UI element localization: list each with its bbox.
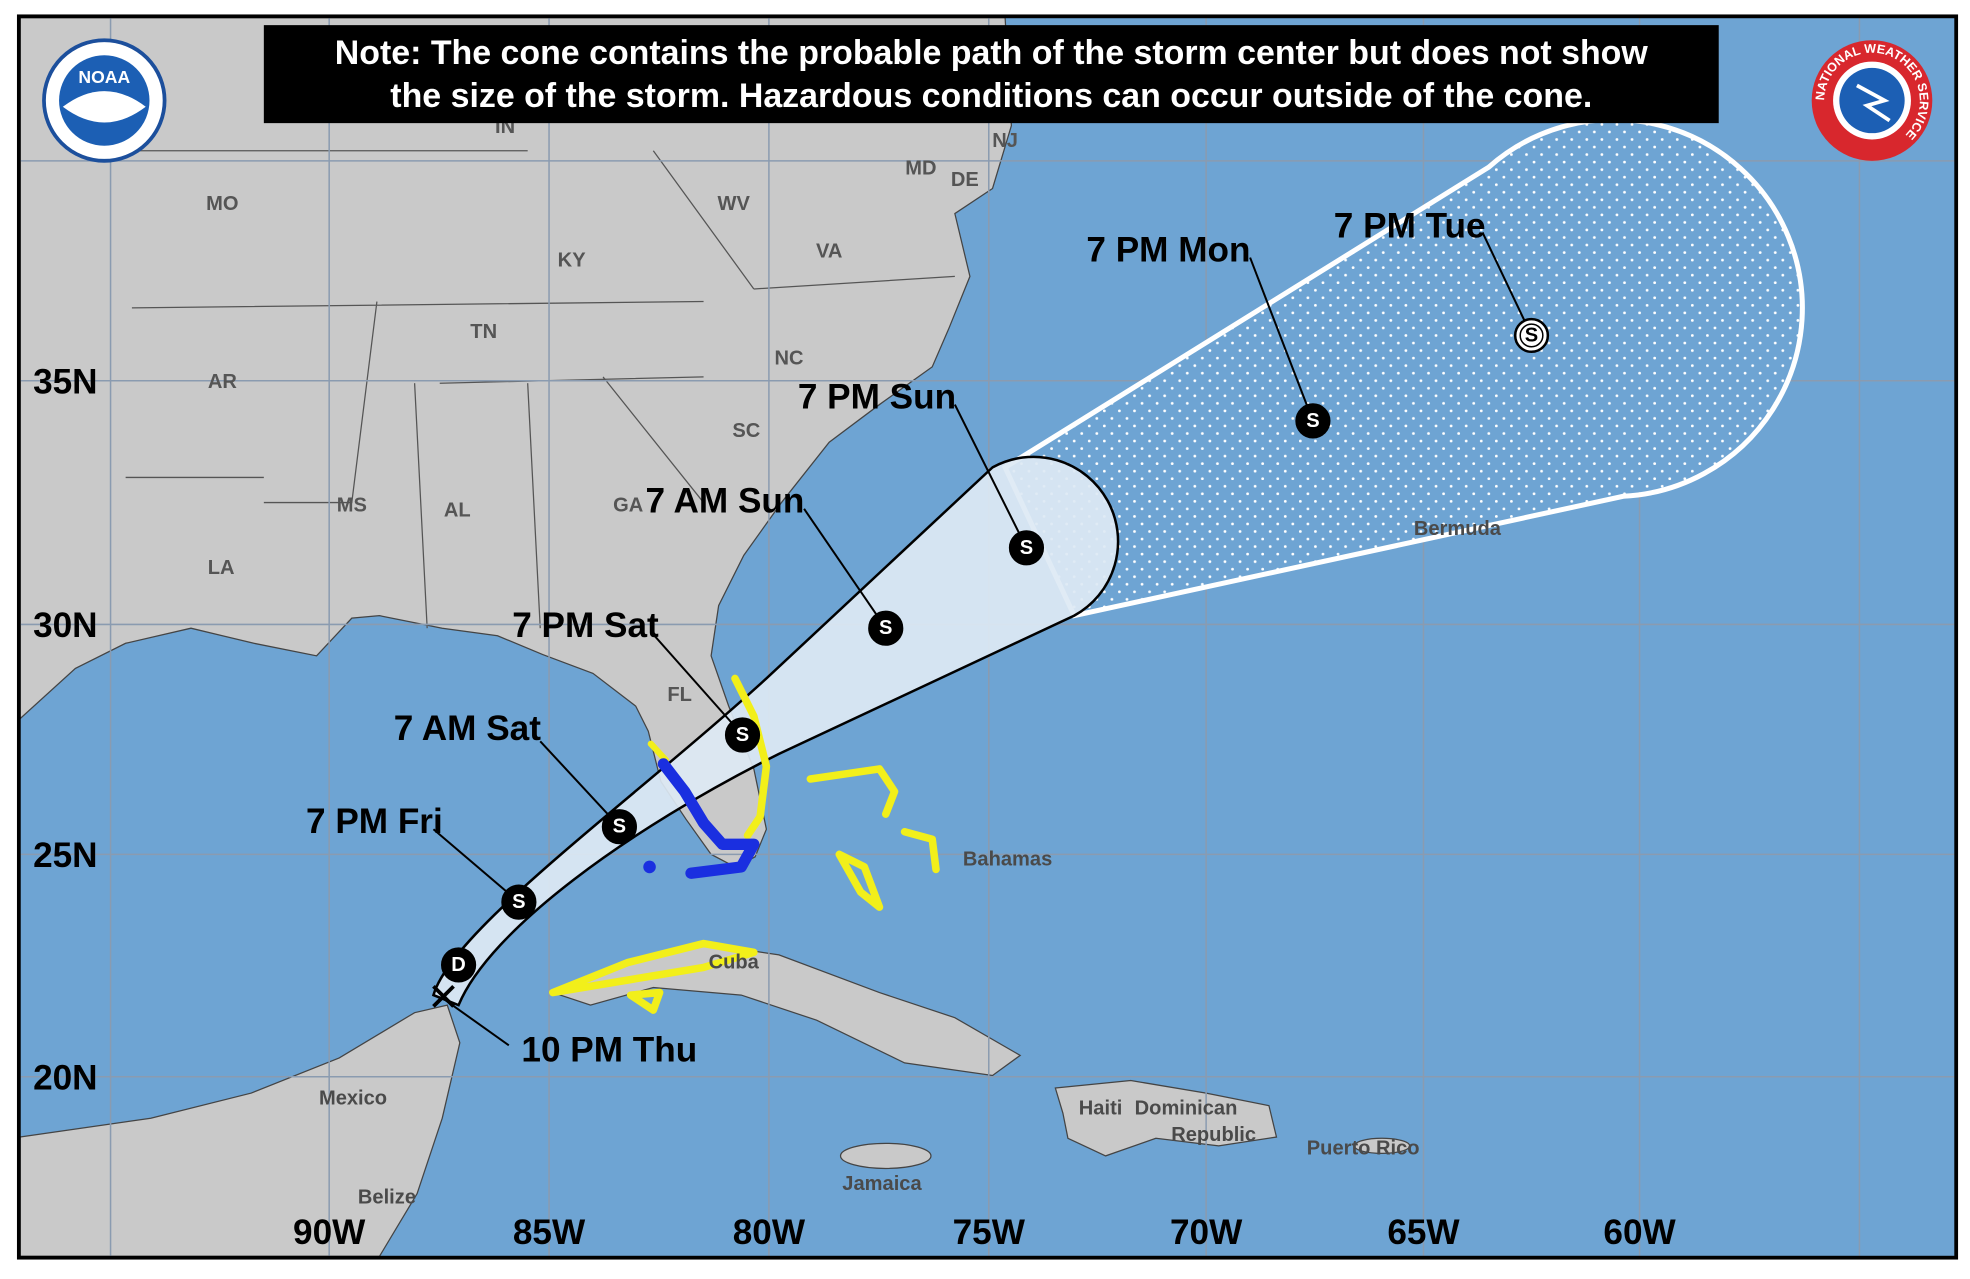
track-point xyxy=(501,884,537,920)
time-label: 7 PM Sun xyxy=(798,377,956,416)
time-label: 7 AM Sun xyxy=(646,482,805,521)
region-label: DE xyxy=(951,169,979,191)
longitude-labels: 90W 85W 80W 75W 70W 65W 60W xyxy=(293,1213,1677,1252)
region-label: FL xyxy=(667,684,692,706)
track-point xyxy=(601,809,637,845)
region-label: KY xyxy=(558,249,587,271)
noaa-logo: NOAA xyxy=(42,38,167,163)
lon-label: 80W xyxy=(733,1213,806,1252)
place-label: Bahamas xyxy=(963,849,1052,871)
region-label: VA xyxy=(816,241,842,263)
track-symbol: S xyxy=(879,617,892,639)
region-label: MO xyxy=(206,193,238,215)
place-label: Belize xyxy=(358,1187,416,1209)
place-label: Jamaica xyxy=(842,1173,922,1195)
region-label: GA xyxy=(613,494,643,516)
lon-label: 60W xyxy=(1603,1213,1676,1252)
latitude-labels: 35N 30N 25N 20N xyxy=(33,362,97,1097)
lat-label: 30N xyxy=(33,606,97,645)
track-points: D S S S S S S S xyxy=(440,317,1550,983)
track-symbol: S xyxy=(736,724,749,746)
region-label: LA xyxy=(208,557,235,579)
region-label: TN xyxy=(470,321,497,343)
lon-label: 90W xyxy=(293,1213,366,1252)
hispaniola xyxy=(1054,1079,1278,1157)
current-position xyxy=(432,984,455,1008)
lat-label: 20N xyxy=(33,1058,97,1097)
place-label: Cuba xyxy=(709,952,760,974)
noaa-text: NOAA xyxy=(78,67,130,87)
note-box xyxy=(263,25,1719,124)
lat-label: 25N xyxy=(33,836,97,875)
region-label: MD xyxy=(905,158,936,180)
time-label: 10 PM Thu xyxy=(521,1031,697,1070)
lon-label: 70W xyxy=(1170,1213,1243,1252)
time-label: 7 AM Sat xyxy=(394,709,541,748)
place-label: Republic xyxy=(1171,1124,1256,1146)
region-label: WV xyxy=(718,193,751,215)
nws-logo: NATIONAL WEATHER SERVICE xyxy=(1811,40,1933,161)
frame xyxy=(16,14,1959,1260)
region-label: AL xyxy=(444,499,471,521)
track-point xyxy=(440,947,477,983)
track-point xyxy=(724,717,761,753)
track-symbol: S xyxy=(613,816,626,838)
lat-label: 35N xyxy=(33,362,97,401)
place-labels: Bermuda Bahamas Cuba Mexico Belize Haiti… xyxy=(319,518,1502,1208)
map-body: D S S S S S S S MO KY WV VA TN NC AR SC MS AL G… xyxy=(20,17,1955,1257)
region-label: MS xyxy=(337,494,367,516)
jamaica xyxy=(839,1142,932,1170)
time-label: 7 PM Fri xyxy=(306,802,443,841)
lon-label: 65W xyxy=(1387,1213,1460,1252)
inner-cone xyxy=(431,455,1120,1007)
place-label: Bermuda xyxy=(1414,518,1502,540)
track-point xyxy=(1008,530,1045,566)
region-label: NJ xyxy=(992,130,1018,152)
track-point xyxy=(868,610,904,646)
place-label: Dominican xyxy=(1135,1097,1238,1119)
note-line: the size of the storm. Hazardous conditi… xyxy=(390,77,1592,115)
leader-lines xyxy=(432,232,1533,1047)
warnings xyxy=(549,674,940,1014)
time-label: 7 PM Tue xyxy=(1334,206,1486,245)
lon-label: 75W xyxy=(953,1213,1026,1252)
place-label: Mexico xyxy=(319,1087,387,1109)
track-symbol: S xyxy=(512,891,525,913)
lon-label: 85W xyxy=(513,1213,586,1252)
place-label: Haiti xyxy=(1079,1097,1123,1119)
track-symbol: S xyxy=(1306,410,1319,432)
time-labels: 7 PM Fri 7 AM Sat 7 PM Sat 7 AM Sun 7 PM… xyxy=(306,206,1485,1069)
track-symbol: S xyxy=(1020,537,1033,559)
time-label: 7 PM Sat xyxy=(512,606,659,645)
track-symbol: S xyxy=(1525,324,1538,346)
track-point-ring xyxy=(1519,323,1544,348)
region-label: AR xyxy=(208,371,238,393)
note-line: Note: The cone contains the probable pat… xyxy=(335,34,1649,72)
time-label: 7 PM Mon xyxy=(1086,230,1250,269)
puerto-rico xyxy=(1353,1137,1411,1155)
track-point xyxy=(1295,403,1331,439)
mexico xyxy=(20,1004,461,1257)
place-label: Puerto Rico xyxy=(1307,1138,1420,1160)
region-label: SC xyxy=(732,420,760,442)
region-label: NC xyxy=(774,347,803,369)
track-symbol: D xyxy=(451,954,466,976)
